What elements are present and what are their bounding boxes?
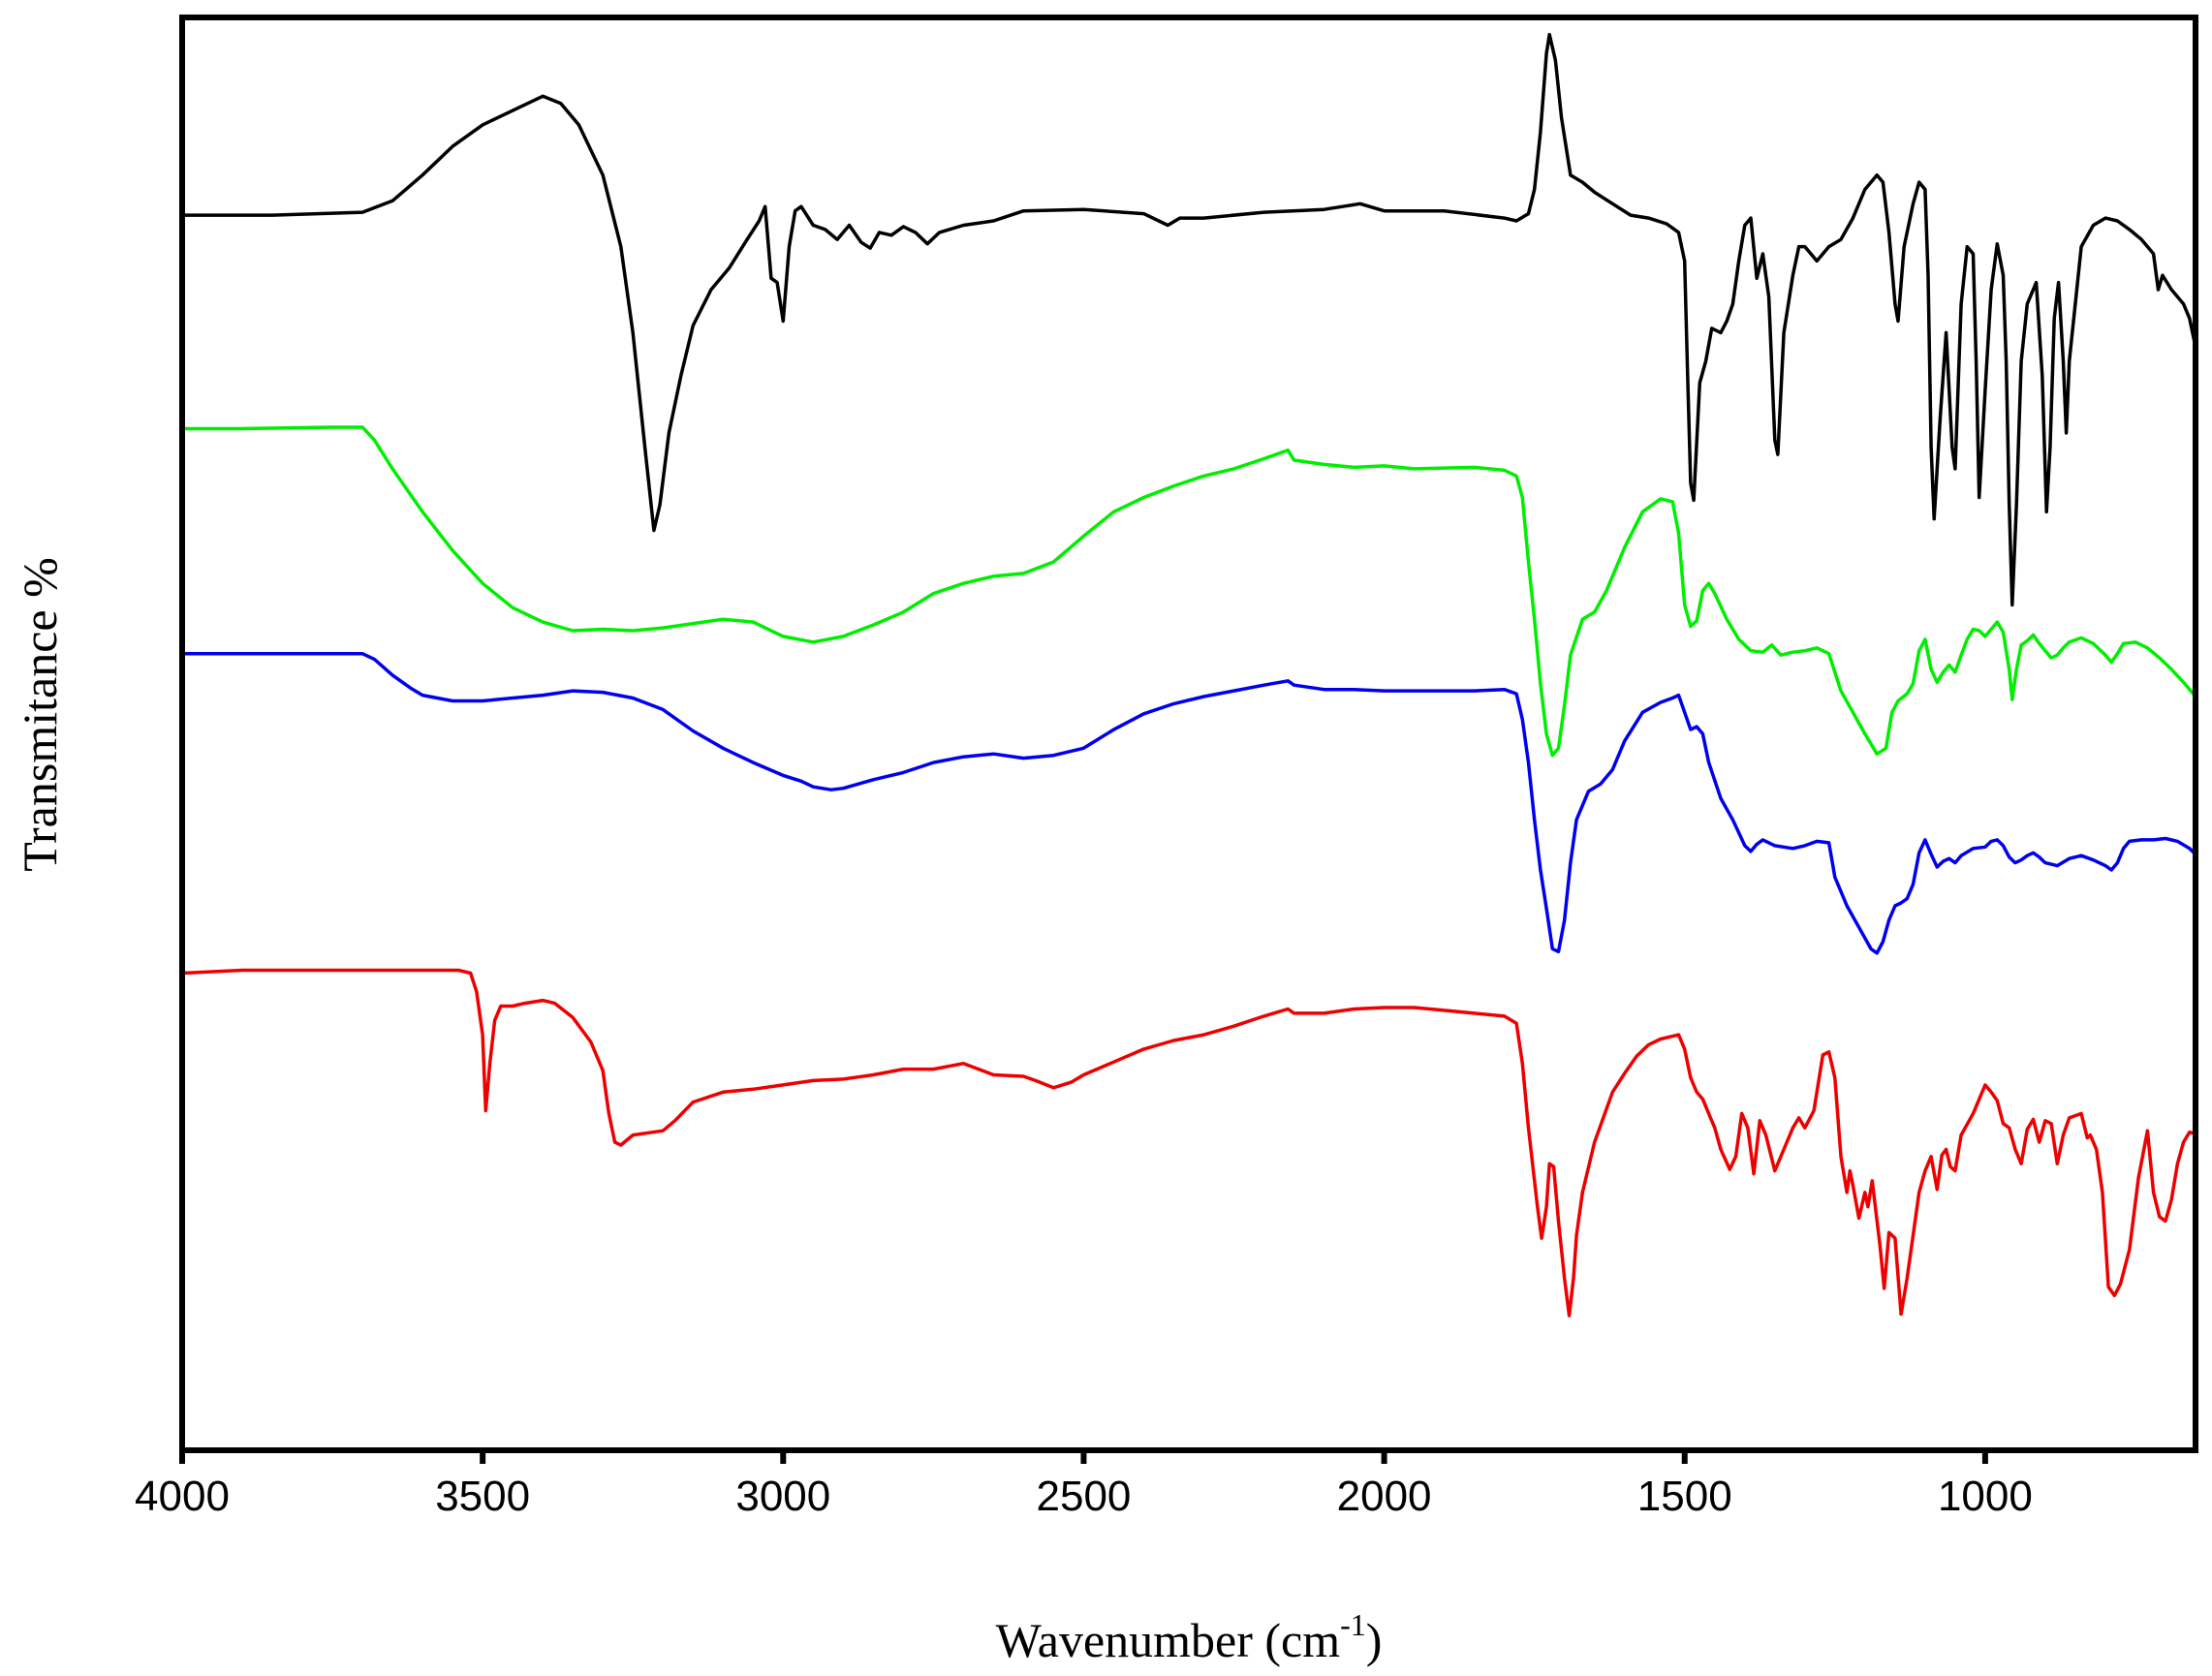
plot-frame [179, 15, 2198, 1453]
series-line-2 [182, 425, 2197, 758]
x-tick-label: 1000 [1938, 1473, 2033, 1520]
x-tick-label: 1500 [1637, 1473, 1732, 1520]
x-tick-label: 4000 [135, 1473, 230, 1520]
x-tick-label: 2500 [1037, 1473, 1132, 1520]
x-axis-title-superscript: -1 [1340, 1607, 1366, 1642]
x-ticks: 4000 3500 3000 2500 2000 1500 1000 [135, 1450, 2033, 1520]
x-axis-title: Wavenumber (cm-1) [996, 1607, 1383, 1667]
x-tick-label: 3000 [735, 1473, 830, 1520]
series-line-4 [181, 968, 2196, 1318]
x-tick-label: 2000 [1337, 1473, 1432, 1520]
y-axis-title: Transmitance % [13, 557, 67, 872]
x-axis-title-main: Wavenumber (cm [996, 1613, 1341, 1667]
series-line-1 [182, 32, 2197, 607]
x-tick-label: 3500 [435, 1473, 530, 1520]
x-axis-title-close: ) [1366, 1613, 1383, 1667]
series-line-3 [182, 651, 2197, 955]
series-layer [181, 32, 2197, 1318]
